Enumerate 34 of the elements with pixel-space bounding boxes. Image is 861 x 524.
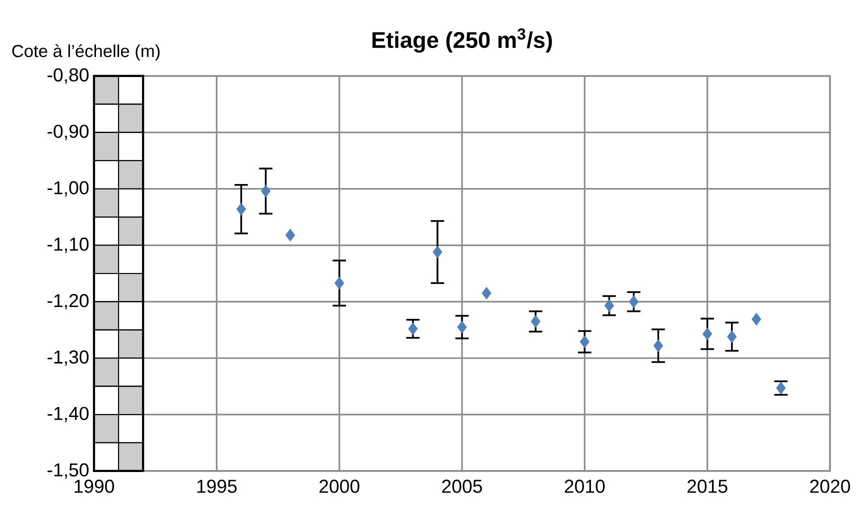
point xyxy=(432,246,442,258)
y-tick-label: -1,20 xyxy=(48,294,89,310)
x-tick-label: 1995 xyxy=(197,480,237,493)
point xyxy=(408,322,418,336)
x-tick-label: 2010 xyxy=(564,480,605,493)
point xyxy=(334,276,344,290)
point xyxy=(727,330,737,343)
x-tick-label: 2000 xyxy=(320,480,360,493)
y-tick-label: -1,00 xyxy=(48,181,89,197)
point xyxy=(482,286,492,300)
point xyxy=(776,382,786,394)
y-tick-label: -0,80 xyxy=(48,68,89,84)
y-tick-label: -1,50 xyxy=(48,463,89,479)
x-tick-label: 2020 xyxy=(810,480,850,493)
point xyxy=(457,320,467,334)
point xyxy=(752,312,762,326)
point xyxy=(260,184,271,198)
point xyxy=(654,339,664,352)
x-tick-label: 2015 xyxy=(688,480,728,493)
y-axis-title: Cote à l’échelle (m) xyxy=(12,44,160,61)
y-tick-label: -1,10 xyxy=(48,238,89,253)
point xyxy=(580,335,590,348)
point xyxy=(530,315,540,328)
y-tick-label: -1,30 xyxy=(48,350,89,366)
x-tick-label: 1990 xyxy=(74,480,114,493)
point xyxy=(628,295,638,308)
y-tick-label: -1,40 xyxy=(48,406,89,422)
point xyxy=(286,228,296,242)
point xyxy=(604,299,614,312)
point xyxy=(236,202,246,216)
x-tick-label: 2005 xyxy=(442,480,482,493)
point xyxy=(702,328,712,340)
chart-title: Etiage (250 m$^{3}$/s) xyxy=(372,28,552,53)
y-tick-label: -0,90 xyxy=(48,124,89,140)
